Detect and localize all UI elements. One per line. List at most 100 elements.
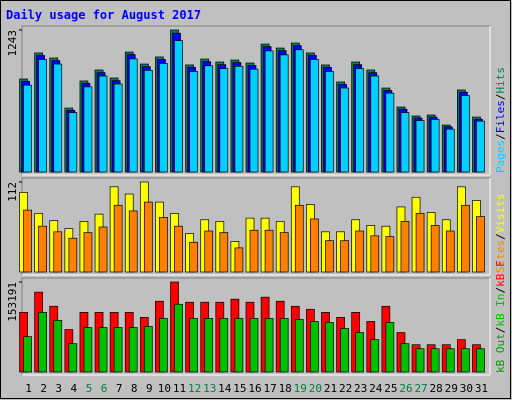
bar	[279, 232, 289, 273]
bar	[325, 322, 334, 373]
bar	[68, 237, 78, 273]
bar	[249, 68, 259, 173]
bar	[355, 68, 365, 173]
bar	[219, 68, 229, 173]
bar	[355, 230, 365, 273]
bar	[23, 209, 32, 273]
bar	[445, 128, 455, 173]
legend-entry: Files	[494, 100, 507, 133]
bar	[23, 336, 32, 373]
bar	[461, 95, 470, 173]
bar	[370, 75, 380, 173]
x-tick-label: 17	[263, 382, 276, 395]
x-tick-label: 3	[55, 382, 62, 395]
bar	[174, 40, 183, 173]
legend-separator: /	[494, 94, 507, 101]
bar	[325, 240, 334, 273]
bar	[476, 216, 485, 273]
x-tick-label: 31	[475, 382, 488, 395]
bar	[128, 327, 138, 373]
bar	[23, 84, 32, 173]
bar	[461, 204, 470, 273]
bar	[340, 240, 349, 273]
x-tick-label: 9	[146, 382, 153, 395]
bar	[38, 59, 47, 173]
x-tick-label: 22	[339, 382, 352, 395]
bar	[415, 120, 425, 173]
bar	[430, 348, 440, 373]
x-tick-label: 15	[233, 382, 246, 395]
legend-entry: Pages	[494, 140, 507, 173]
bar	[234, 318, 244, 373]
x-tick-label: 16	[248, 382, 261, 395]
bar	[279, 54, 289, 173]
bar	[113, 204, 123, 273]
legend-entry: Hits	[494, 67, 507, 94]
bar	[204, 65, 214, 173]
x-tick-label: 21	[324, 382, 337, 395]
bar	[159, 63, 168, 173]
x-tick-label: 6	[101, 382, 108, 395]
bar	[370, 339, 380, 373]
bar	[189, 71, 198, 173]
legend-entry: Visits	[494, 194, 507, 234]
bar	[113, 83, 123, 173]
legend-separator: /	[494, 133, 507, 140]
x-tick-label: 10	[158, 382, 171, 395]
bar	[143, 326, 153, 373]
x-tick-label: 5	[86, 382, 93, 395]
x-tick-label: 11	[173, 382, 186, 395]
bar	[38, 225, 47, 273]
bar	[294, 319, 304, 373]
legend-separator: /	[494, 233, 507, 240]
x-tick-label: 13	[203, 382, 216, 395]
legend-entry: Sites	[494, 240, 507, 273]
y-tick-label: 153191	[6, 282, 19, 322]
bar	[430, 225, 440, 273]
bar	[113, 327, 123, 373]
bar	[370, 235, 380, 273]
x-tick-label: 12	[188, 382, 201, 395]
bar	[234, 247, 244, 273]
bar	[189, 318, 198, 373]
bar	[310, 321, 319, 373]
bar	[430, 119, 440, 173]
bar	[279, 318, 289, 373]
bar	[476, 120, 485, 173]
bar	[445, 230, 455, 273]
bar	[264, 50, 274, 173]
x-tick-label: 23	[354, 382, 367, 395]
x-tick-label: 20	[309, 382, 322, 395]
bar	[415, 212, 425, 273]
bar	[249, 318, 259, 373]
bar	[294, 204, 304, 273]
bar	[325, 71, 334, 173]
bar	[83, 327, 93, 373]
x-tick-label: 27	[414, 382, 427, 395]
bar	[219, 318, 229, 373]
bar	[189, 241, 198, 273]
bar	[143, 69, 153, 173]
bar	[249, 229, 259, 273]
bar	[264, 318, 274, 373]
bar	[415, 348, 425, 373]
legend: Pages/Files/Hits	[494, 67, 507, 173]
bar	[38, 312, 47, 373]
bar	[83, 232, 93, 273]
bar	[400, 221, 410, 273]
x-tick-label: 1	[25, 382, 32, 395]
legend-entry: kB F	[494, 260, 507, 287]
x-tick-label: 28	[430, 382, 443, 395]
bar	[98, 327, 108, 373]
bar	[400, 343, 410, 373]
bar	[53, 320, 63, 373]
bar	[400, 112, 410, 173]
bar	[159, 318, 168, 373]
legend: kB Out/kB In/kB F	[494, 260, 507, 373]
legend-separator: /	[494, 327, 507, 334]
bar	[385, 322, 395, 373]
bar	[98, 226, 108, 273]
bar	[68, 112, 78, 173]
